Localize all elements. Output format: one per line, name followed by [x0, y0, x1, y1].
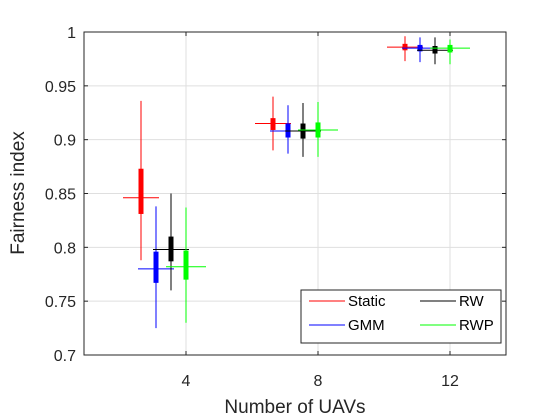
box-iqr-rw	[168, 236, 174, 262]
x-tick-label: 4	[182, 373, 191, 390]
y-tick-label: 0.75	[45, 294, 76, 311]
y-tick-label: 0.9	[54, 133, 76, 150]
legend-label-rw: RW	[459, 293, 485, 310]
box-static-4	[123, 100, 159, 261]
box-static-8	[255, 96, 291, 151]
y-tick-label: 0.8	[54, 240, 76, 257]
y-tick-label: 0.85	[45, 187, 76, 204]
box-iqr-static	[270, 118, 276, 130]
box-iqr-rwp	[447, 44, 453, 53]
box-iqr-rw	[432, 45, 438, 54]
box-iqr-rwp	[183, 250, 189, 280]
x-axis-label: Number of UAVs	[224, 397, 365, 418]
box-rwp-4	[166, 207, 206, 323]
legend-label-gmm: GMM	[348, 317, 385, 334]
axis-ticks: 0.7 0.75 0.8 0.85 0.9 0.95 1 4 8 12	[45, 25, 506, 390]
box-rwp-12	[430, 39, 470, 65]
legend-label-rwp: RWP	[459, 317, 494, 334]
x-tick-label: 8	[314, 373, 323, 390]
box-static-12	[387, 36, 423, 62]
y-axis-label: Fairness index	[8, 131, 29, 255]
box-gmm-4	[138, 206, 174, 329]
box-rw-12	[417, 37, 453, 65]
box-rw-4	[153, 193, 189, 291]
y-tick-label: 1	[67, 25, 76, 42]
legend: Static GMM RW RWP	[300, 289, 502, 344]
x-tick-label: 12	[441, 373, 459, 390]
box-iqr-static	[138, 168, 144, 214]
y-tick-label: 0.7	[54, 348, 76, 365]
box-series	[123, 36, 470, 329]
legend-label-static: Static	[348, 293, 386, 310]
box-rwp-8	[298, 101, 338, 157]
box-iqr-gmm	[153, 251, 159, 283]
y-tick-label: 0.95	[45, 79, 76, 96]
box-iqr-gmm	[285, 123, 291, 138]
legend-box	[300, 289, 502, 344]
